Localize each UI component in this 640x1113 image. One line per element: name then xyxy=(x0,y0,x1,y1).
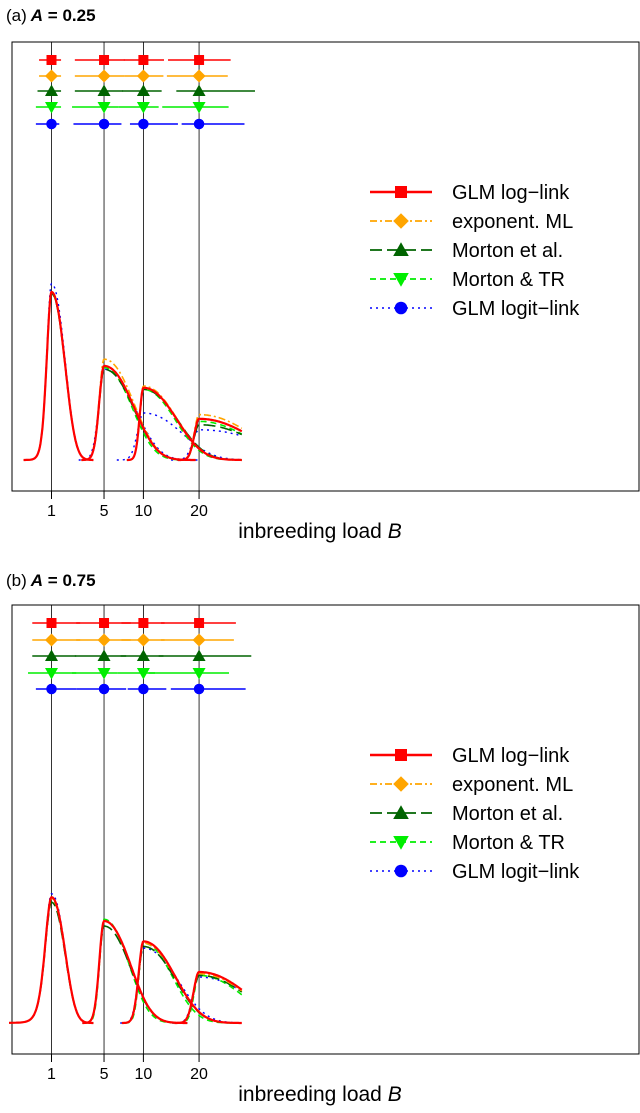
density-curve xyxy=(171,429,242,461)
interval-marker xyxy=(97,84,111,96)
panel-title: (a) A = 0.25 xyxy=(6,6,96,26)
legend-label: GLM logit−link xyxy=(452,298,580,320)
interval-marker xyxy=(98,118,110,130)
interval-marker xyxy=(46,618,57,628)
density-curve xyxy=(126,388,242,461)
x-tick-label: 10 xyxy=(134,503,152,520)
density-curve xyxy=(126,388,242,461)
interval-marker xyxy=(136,649,150,661)
x-tick-label: 1 xyxy=(47,1066,56,1083)
x-tick-label: 10 xyxy=(134,1066,152,1083)
legend-label: exponent. ML xyxy=(452,774,573,796)
interval-marker xyxy=(193,683,205,695)
interval-marker xyxy=(138,55,149,65)
interval-marker xyxy=(138,618,149,628)
density-curve xyxy=(81,366,192,461)
interval-marker xyxy=(136,633,150,647)
interval-marker xyxy=(136,668,150,680)
interval-marker xyxy=(46,683,57,695)
legend-label: Morton & TR xyxy=(452,832,565,854)
x-tick-label: 20 xyxy=(190,503,208,520)
density-curve xyxy=(23,290,94,462)
interval-marker xyxy=(192,633,206,647)
interval-marker xyxy=(45,633,58,647)
title-value: = 0.25 xyxy=(47,6,96,25)
legend-label: GLM logit−link xyxy=(452,861,580,883)
legend-marker xyxy=(393,836,409,850)
x-axis-label: inbreeding load B xyxy=(238,1083,402,1106)
interval-marker xyxy=(45,668,58,680)
interval-marker xyxy=(138,118,149,130)
x-axis-label: inbreeding load B xyxy=(238,520,402,543)
panel-b: (b) A = 0.75 1 5 10 20 GLM log−link exponent. … xyxy=(0,556,640,1113)
chart-b: 1 5 10 20 GLM log−link exponent. ML Morton et … xyxy=(8,604,640,1083)
title-variable: A xyxy=(30,6,44,25)
density-curve xyxy=(174,974,243,1024)
interval-marker xyxy=(46,55,57,65)
legend-label: Morton et al. xyxy=(452,803,563,825)
legend-marker xyxy=(393,242,409,256)
interval-marker xyxy=(99,618,110,628)
interval-marker xyxy=(136,84,150,96)
density-curve xyxy=(177,417,243,462)
interval-marker xyxy=(192,102,206,114)
interval-marker xyxy=(97,649,111,661)
legend-label: Morton & TR xyxy=(452,269,565,291)
legend-marker xyxy=(393,776,409,792)
chart-a: 1 5 10 20 GLM log−link exponent. ML Morton et … xyxy=(11,41,640,520)
plot-frame xyxy=(11,604,640,1055)
interval-marker xyxy=(45,69,58,83)
interval-marker xyxy=(136,102,150,114)
interval-marker xyxy=(194,55,205,65)
legend-label: GLM log−link xyxy=(452,182,570,204)
x-tick-label: 20 xyxy=(190,1066,208,1083)
legend-marker xyxy=(393,805,409,819)
interval-marker xyxy=(99,55,110,65)
interval-marker xyxy=(138,683,149,695)
interval-marker xyxy=(46,118,57,130)
interval-marker xyxy=(192,69,206,83)
interval-marker xyxy=(98,683,110,695)
interval-marker xyxy=(194,618,205,628)
legend-label: Morton et al. xyxy=(452,240,563,262)
title-variable: A xyxy=(30,571,44,590)
interval-marker xyxy=(192,84,206,96)
interval-marker xyxy=(136,69,150,83)
interval-marker xyxy=(45,84,58,96)
panel-letter: (a) xyxy=(6,6,27,25)
interval-marker xyxy=(97,102,111,114)
panel-title: (b) A = 0.75 xyxy=(6,571,96,591)
interval-marker xyxy=(193,118,205,130)
interval-marker xyxy=(45,649,58,661)
plot-frame xyxy=(11,41,640,492)
density-curve xyxy=(82,919,188,1025)
legend-marker xyxy=(395,749,407,761)
panel-a: (a) A = 0.25 1 5 10 20 GLM log−link exponent. … xyxy=(0,0,640,556)
legend-marker xyxy=(394,864,408,878)
title-value: = 0.75 xyxy=(47,571,96,590)
legend-marker xyxy=(395,186,407,198)
interval-marker xyxy=(97,668,111,680)
x-tick-label: 1 xyxy=(47,503,56,520)
x-tick-label: 5 xyxy=(100,1066,109,1083)
density-curve xyxy=(176,423,242,461)
legend-marker xyxy=(393,213,409,229)
x-tick-label: 5 xyxy=(100,503,109,520)
legend-marker xyxy=(394,301,408,315)
interval-marker xyxy=(97,633,111,647)
interval-marker xyxy=(45,102,58,114)
interval-marker xyxy=(192,668,206,680)
interval-marker xyxy=(97,69,111,83)
density-curve xyxy=(174,970,243,1025)
legend-label: GLM log−link xyxy=(452,745,570,767)
panel-letter: (b) xyxy=(6,571,27,590)
legend-marker xyxy=(393,273,409,287)
density-curve xyxy=(178,420,243,461)
legend-label: exponent. ML xyxy=(452,211,573,233)
interval-marker xyxy=(192,649,206,661)
